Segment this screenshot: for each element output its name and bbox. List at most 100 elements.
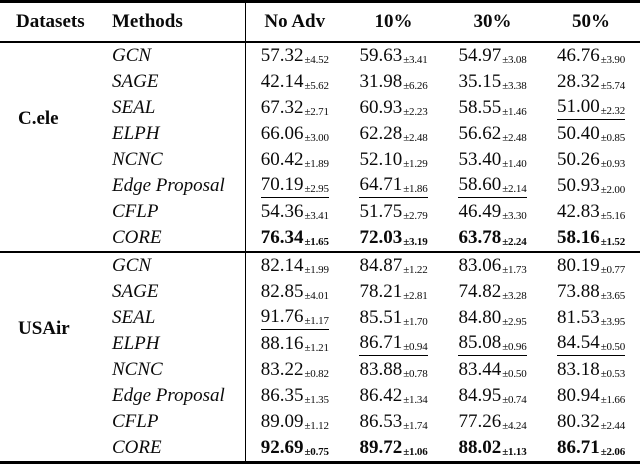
- table-row: CORE 92.69±0.75 89.72±1.06 88.02±1.13 86…: [0, 435, 640, 463]
- score-cell: 51.00±2.32: [542, 95, 640, 121]
- dataset-label-cele: C.ele: [0, 42, 95, 252]
- table-row: SAGE 82.85±4.01 78.21±2.81 74.82±3.28 73…: [0, 279, 640, 305]
- score-cell: 70.19±2.95: [244, 173, 344, 199]
- score-cell: 92.69±0.75: [244, 435, 344, 463]
- score-cell: 89.09±1.12: [244, 409, 344, 435]
- score-cell: 84.95±0.74: [458, 385, 527, 406]
- score-cell: 86.53±1.74: [359, 411, 428, 432]
- table-row: CFLP 54.36±3.41 51.75±2.79 46.49±3.30 42…: [0, 199, 640, 225]
- score-cell: 52.10±1.29: [359, 149, 428, 170]
- score-cell: 60.93±2.23: [359, 97, 428, 118]
- col-header-30pct: 30%: [443, 1, 542, 43]
- method-name: Edge Proposal: [112, 385, 225, 406]
- score-cell: 88.02±1.13: [458, 437, 527, 458]
- table-row: ELPH 88.16±1.21 86.71±0.94 85.08±0.96 84…: [0, 331, 640, 357]
- method-name: CFLP: [112, 411, 159, 432]
- score-cell: 85.08±0.96: [443, 331, 542, 357]
- score-cell: 62.28±2.48: [359, 123, 428, 144]
- score-cell: 76.34±1.65: [244, 225, 344, 252]
- method-name: SEAL: [112, 307, 156, 328]
- method-name: ELPH: [112, 333, 160, 354]
- method-name: SAGE: [112, 71, 159, 92]
- score-cell: 83.18±0.53: [556, 359, 626, 380]
- score-cell: 64.71±1.86: [344, 173, 443, 199]
- score-cell: 31.98±6.26: [359, 71, 428, 92]
- score-cell: 54.97±3.08: [458, 45, 527, 66]
- table-header: Datasets Methods No Adv 10% 30% 50%: [0, 1, 640, 43]
- score-cell: 86.71±0.94: [344, 331, 443, 357]
- table-row: CORE 76.34±1.65 72.03±3.19 63.78±2.24 58…: [0, 225, 640, 252]
- score-cell: 86.35±1.35: [244, 383, 344, 409]
- method-name: ELPH: [112, 123, 160, 144]
- score-cell: 58.60±2.14: [443, 173, 542, 199]
- score-cell: 73.88±3.65: [556, 281, 626, 302]
- score-cell: 60.42±1.89: [244, 147, 344, 173]
- table-row: C.ele GCN 57.32±4.52 59.63±3.41 54.97±3.…: [0, 42, 640, 129]
- score-cell: 56.62±2.48: [458, 123, 527, 144]
- score-cell: 28.32±5.74: [556, 71, 626, 92]
- score-cell: 46.49±3.30: [458, 201, 527, 222]
- score-cell: 59.63±3.41: [359, 45, 428, 66]
- method-name: CORE: [112, 437, 162, 458]
- dataset-text: C.ele: [18, 108, 59, 129]
- score-cell: 50.40±0.85: [556, 123, 626, 144]
- score-cell: 72.03±3.19: [359, 227, 428, 248]
- score-cell: 86.42±1.34: [359, 385, 428, 406]
- table-row: SEAL 91.76±1.17 85.51±1.70 84.80±2.95 81…: [0, 305, 640, 331]
- score-cell: 57.32±4.52: [244, 42, 344, 69]
- method-name: GCN: [112, 45, 152, 66]
- method-name: Edge Proposal: [112, 175, 225, 196]
- score-cell: 78.21±2.81: [359, 281, 428, 302]
- score-cell: 83.06±1.73: [458, 255, 527, 276]
- score-cell: 80.19±0.77: [556, 255, 626, 276]
- score-cell: 82.85±4.01: [244, 279, 344, 305]
- score-cell: 84.80±2.95: [458, 307, 527, 328]
- score-cell: 89.72±1.06: [359, 437, 428, 458]
- score-cell: 91.76±1.17: [244, 305, 344, 331]
- table-row: Edge Proposal 70.19±2.95 64.71±1.86 58.6…: [0, 173, 640, 199]
- score-cell: 53.40±1.40: [458, 149, 527, 170]
- score-cell: 86.71±2.06: [556, 437, 626, 458]
- score-cell: 83.44±0.50: [458, 359, 527, 380]
- score-cell: 51.75±2.79: [359, 201, 428, 222]
- score-cell: 88.16±1.21: [244, 331, 344, 357]
- table-row: USAir GCN 82.14±1.99 84.87±1.22 83.06±1.…: [0, 252, 640, 339]
- score-cell: 63.78±2.24: [458, 227, 527, 248]
- method-name: GCN: [112, 255, 152, 276]
- method-name: CORE: [112, 227, 162, 248]
- score-cell: 82.14±1.99: [244, 252, 344, 279]
- score-cell: 83.88±0.78: [359, 359, 428, 380]
- dataset-text: USAir: [18, 318, 70, 339]
- score-cell: 81.53±3.95: [556, 307, 626, 328]
- section-usair: USAir GCN 82.14±1.99 84.87±1.22 83.06±1.…: [0, 252, 640, 463]
- score-cell: 77.26±4.24: [458, 411, 527, 432]
- method-name: SEAL: [112, 97, 156, 118]
- score-cell: 58.16±1.52: [556, 227, 626, 248]
- score-cell: 54.36±3.41: [244, 199, 344, 225]
- method-name: NCNC: [112, 149, 163, 170]
- header-row: Datasets Methods No Adv 10% 30% 50%: [0, 1, 640, 43]
- table-row: NCNC 83.22±0.82 83.88±0.78 83.44±0.50 83…: [0, 357, 640, 383]
- col-header-methods: Methods: [95, 1, 245, 43]
- score-cell: 80.94±1.66: [556, 385, 626, 406]
- score-cell: 83.22±0.82: [244, 357, 344, 383]
- score-cell: 74.82±3.28: [458, 281, 527, 302]
- table-row: SEAL 67.32±2.71 60.93±2.23 58.55±1.46 51…: [0, 95, 640, 121]
- score-cell: 84.54±0.50: [542, 331, 640, 357]
- col-header-noadv: No Adv: [244, 1, 344, 43]
- score-cell: 46.76±3.90: [556, 45, 626, 66]
- score-cell: 50.93±2.00: [556, 175, 626, 196]
- table-row: CFLP 89.09±1.12 86.53±1.74 77.26±4.24 80…: [0, 409, 640, 435]
- score-cell: 50.26±0.93: [556, 149, 626, 170]
- table-row: ELPH 66.06±3.00 62.28±2.48 56.62±2.48 50…: [0, 121, 640, 147]
- score-cell: 58.55±1.46: [458, 97, 527, 118]
- score-cell: 35.15±3.38: [458, 71, 527, 92]
- method-name: NCNC: [112, 359, 163, 380]
- method-name: CFLP: [112, 201, 159, 222]
- table-row: NCNC 60.42±1.89 52.10±1.29 53.40±1.40 50…: [0, 147, 640, 173]
- score-cell: 85.51±1.70: [359, 307, 428, 328]
- score-cell: 42.14±5.62: [244, 69, 344, 95]
- col-header-10pct: 10%: [344, 1, 443, 43]
- col-header-datasets: Datasets: [0, 1, 95, 43]
